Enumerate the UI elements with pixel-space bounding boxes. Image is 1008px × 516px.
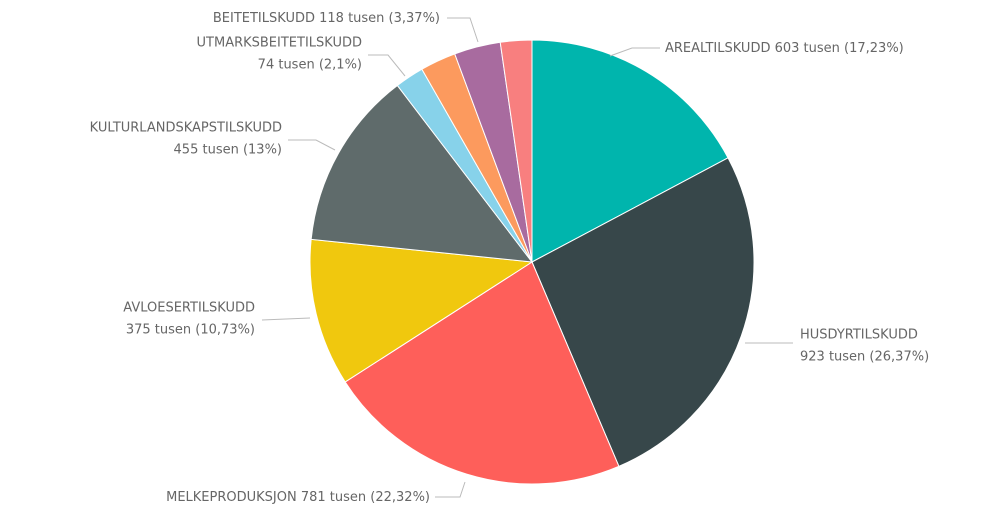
value-label: 74 tusen (2,1%) xyxy=(258,58,362,73)
value-label: 781 tusen (22,32%) xyxy=(301,490,430,505)
category-label: HUSDYRTILSKUDD xyxy=(800,328,918,343)
leader-line xyxy=(447,17,479,43)
pie-slice xyxy=(499,39,533,263)
leader-line xyxy=(368,54,406,77)
value-label: 118 tusen (3,37%) xyxy=(319,11,440,26)
value-label: 603 tusen (17,23%) xyxy=(775,41,904,56)
value-label: 923 tusen (26,37%) xyxy=(800,350,929,365)
pie-slice xyxy=(344,261,620,485)
slice-label: BEITETILSKUDD 118 tusen (3,37%) xyxy=(213,11,440,26)
leader-line xyxy=(609,47,660,57)
category-label: AVLOESERTILSKUDD xyxy=(123,301,255,316)
pie-slice xyxy=(531,157,755,467)
category-label: UTMARKSBEITETILSKUDD xyxy=(197,36,362,51)
slice-label: AREALTILSKUDD 603 tusen (17,23%) xyxy=(665,41,904,56)
leader-line xyxy=(261,317,311,321)
category-label: KULTURLANDSKAPSTILSKUDD xyxy=(90,121,282,136)
value-label: 455 tusen (13%) xyxy=(174,143,282,158)
pie-slice xyxy=(531,39,729,263)
category-label: BEITETILSKUDD xyxy=(213,11,315,26)
leader-line xyxy=(435,481,466,498)
leader-line xyxy=(288,139,336,151)
value-label: 375 tusen (10,73%) xyxy=(126,323,255,338)
category-label: MELKEPRODUKSJON xyxy=(166,490,297,505)
pie-slice xyxy=(309,238,534,383)
category-label: AREALTILSKUDD xyxy=(665,41,770,56)
pie-slice xyxy=(310,84,534,263)
slice-label: MELKEPRODUKSJON 781 tusen (22,32%) xyxy=(166,490,430,505)
